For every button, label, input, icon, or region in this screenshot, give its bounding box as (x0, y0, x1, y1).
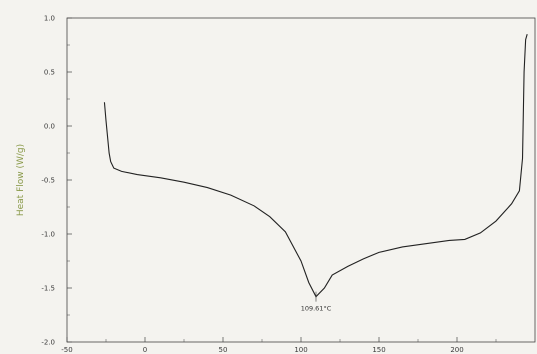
series-line (103, 34, 528, 298)
y-tick-label: -1.0 (41, 231, 55, 239)
x-tick-label: -50 (61, 346, 72, 354)
x-axis: -50 0 50 100 150 200 (61, 337, 497, 354)
y-tick-label: -0.5 (41, 177, 55, 185)
peak-annotation: 109.61°C (301, 305, 332, 313)
x-tick-label: 50 (219, 346, 228, 354)
y-axis: 1.0 0.5 0.0 -0.5 -1.0 -1.5 -2.0 (41, 15, 72, 347)
y-tick-label: 0.5 (44, 69, 55, 77)
y-tick-label: 0.0 (44, 123, 55, 131)
x-tick-label: 0 (143, 346, 147, 354)
y-tick-label: -2.0 (41, 339, 55, 347)
x-tick-label: 200 (450, 346, 463, 354)
annotations: 109.61°C (301, 291, 332, 313)
y-tick-label: 1.0 (44, 15, 55, 23)
y-axis-label: Heat Flow (W/g) (16, 144, 26, 216)
y-tick-label: -1.5 (41, 285, 55, 293)
plot-frame (66, 17, 536, 343)
x-tick-label: 150 (372, 346, 385, 354)
x-tick-label: 100 (294, 346, 307, 354)
